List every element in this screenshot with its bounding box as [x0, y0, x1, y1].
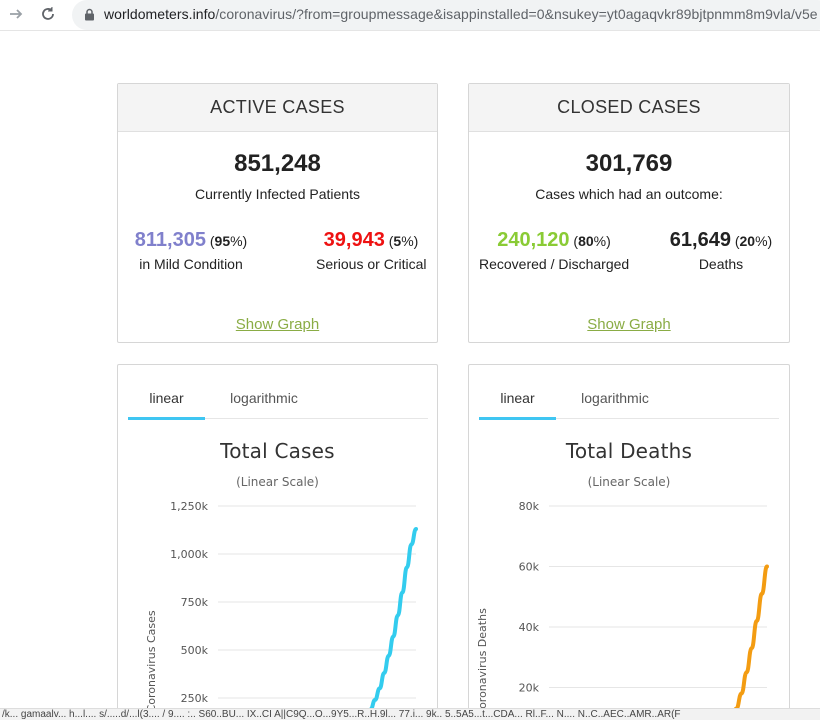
url-path: /coronavirus/?from=groupmessage&isappins… [215, 6, 818, 22]
cases-chart-subtitle: (Linear Scale) [236, 475, 319, 489]
closed-cases-label: Cases which had an outcome: [535, 186, 723, 202]
total-cases-chart: 250k 500k 750k 1,000k 1,250k Total Coronaviru… [145, 500, 418, 715]
deaths-percent: 20 [739, 233, 756, 249]
deaths-tab-logarithmic[interactable]: logarithmic [581, 390, 649, 406]
deaths-chart-subtitle: (Linear Scale) [587, 475, 671, 489]
y-tick-label: 40k [519, 621, 540, 634]
y-tick-label: 80k [519, 500, 540, 513]
forward-icon[interactable] [4, 2, 28, 26]
cases-tab-linear[interactable]: linear [128, 377, 205, 420]
reload-icon[interactable] [36, 2, 60, 26]
deaths-scale-tabs: linear logarithmic [479, 377, 779, 420]
mild-percent: 95 [214, 233, 231, 249]
deaths-stat: 61,649 (20%) Deaths [665, 229, 777, 272]
recovered-percent: 80 [578, 233, 594, 249]
recovered-stat: 240,120 (80%) Recovered / Discharged [479, 229, 630, 272]
y-tick-label: 1,000k [170, 548, 208, 561]
serious-stat: 39,943 (5%) Serious or Critical [316, 229, 427, 272]
browser-toolbar: worldometers.info/coronavirus/?from=grou… [0, 0, 820, 31]
series-line [365, 527, 418, 715]
total-deaths-chart: 20k 40k 60k 80k Total Coronavirus Deaths [476, 500, 769, 715]
recovered-label: Recovered / Discharged [479, 256, 630, 272]
active-show-graph-link[interactable]: Show Graph [235, 316, 320, 333]
cases-chart-title: Total Cases [220, 439, 335, 463]
closed-cases-total: 301,769 [585, 150, 673, 177]
url-host: worldometers.info [104, 6, 216, 22]
y-tick-label: 1,250k [170, 500, 208, 513]
y-tick-label: 500k [181, 644, 209, 657]
mild-label: in Mild Condition [139, 256, 243, 272]
serious-value: 39,943 [323, 229, 385, 251]
closed-cases-panel: CLOSED CASES 301,769 Cases which had an … [468, 83, 790, 343]
series-line [731, 564, 769, 715]
closed-cases-header: CLOSED CASES [469, 84, 789, 132]
serious-label: Serious or Critical [316, 256, 427, 272]
deaths-chart-title: Total Deaths [565, 439, 693, 463]
cases-scale-tabs: linear logarithmic [128, 377, 428, 420]
status-bar: /k... gamaalv... h...l.... s/.....d/...l… [0, 708, 820, 720]
serious-percent: 5 [393, 233, 402, 249]
lock-icon [85, 8, 94, 21]
y-axis-label: Total Coronavirus Deaths [476, 608, 489, 715]
active-cases-total: 851,248 [234, 150, 321, 177]
y-tick-label: 60k [519, 561, 540, 574]
y-tick-label: 750k [181, 596, 209, 609]
url-text: worldometers.info/coronavirus/?from=grou… [104, 6, 818, 22]
total-deaths-chart-panel: linear logarithmic Total Deaths (Linear … [468, 364, 790, 715]
active-cases-header: ACTIVE CASES [118, 84, 437, 132]
total-cases-chart-panel: linear logarithmic Total Cases (Linear S… [117, 364, 438, 715]
mild-stat: 811,305 (95%) in Mild Condition [132, 229, 250, 272]
deaths-tab-linear[interactable]: linear [479, 377, 556, 420]
recovered-value: 240,120 [497, 229, 570, 251]
active-cases-label: Currently Infected Patients [195, 186, 360, 202]
deaths-value: 61,649 [669, 229, 731, 251]
address-bar[interactable]: worldometers.info/coronavirus/?from=grou… [72, 0, 820, 30]
y-axis-label: Total Coronavirus Cases [145, 610, 158, 715]
closed-show-graph-link[interactable]: Show Graph [587, 316, 671, 333]
deaths-label: Deaths [698, 256, 744, 272]
active-cases-panel: ACTIVE CASES 851,248 Currently Infected … [117, 83, 438, 343]
mild-value: 811,305 [134, 229, 206, 251]
y-tick-label: 250k [181, 692, 209, 705]
cases-tab-logarithmic[interactable]: logarithmic [230, 390, 298, 406]
y-tick-label: 20k [519, 682, 540, 695]
